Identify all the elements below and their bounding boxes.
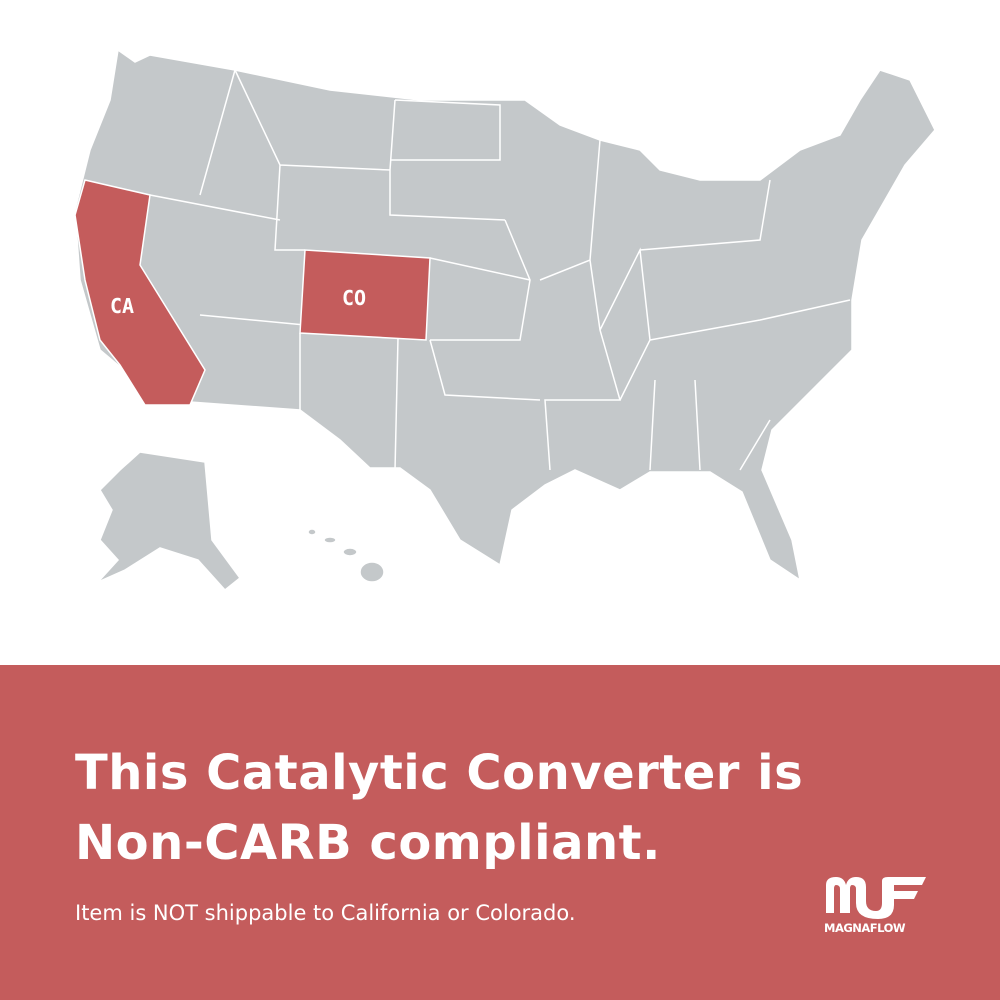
compliance-banner: This Catalytic Converter is Non-CARB com… [0,665,1000,1000]
state-colorado[interactable] [299,249,431,341]
label-ca: CA [110,294,134,318]
state-borders [149,69,851,471]
headline-line-2: Non-CARB compliant. [75,815,661,871]
state-california[interactable] [74,179,206,406]
magnaflow-logo: MAGNAFLOW [824,877,926,935]
hawaii-oahu [323,536,337,544]
svg-text:MAGNAFLOW: MAGNAFLOW [824,921,906,935]
hawaii-kauai [307,528,317,536]
headline-line-1: This Catalytic Converter is [75,745,804,801]
label-co: CO [342,286,366,310]
contiguous-us [74,48,936,582]
hawaii-maui [342,547,358,557]
us-map: CA CO [74,48,936,592]
hawaii-island [359,561,385,583]
shipping-notice: Item is NOT shippable to California or C… [75,901,576,925]
alaska [97,451,242,592]
